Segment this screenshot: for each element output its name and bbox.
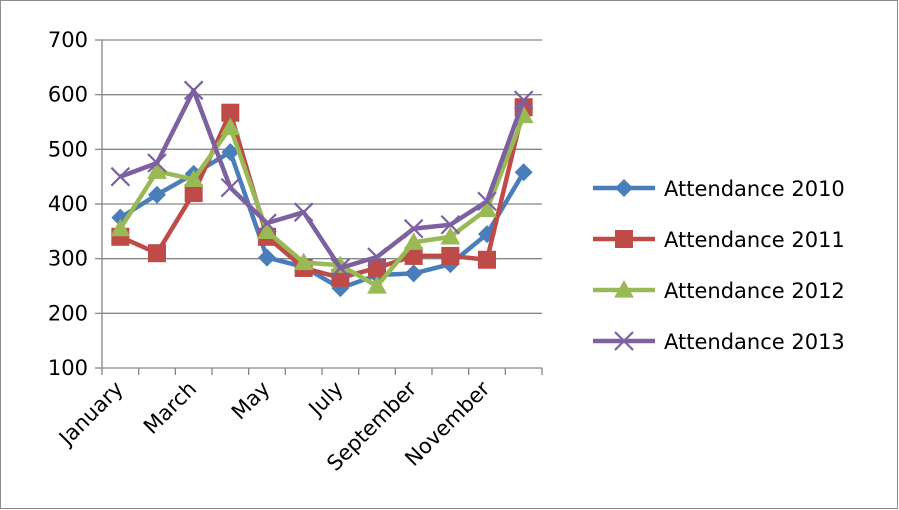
marker-x <box>293 202 314 222</box>
marker-x <box>403 218 424 239</box>
data-point <box>477 199 497 218</box>
y-tick-label: 300 <box>48 247 88 271</box>
marker-x <box>477 191 497 212</box>
marker-square <box>368 258 386 277</box>
legend-item: Attendance 2013 <box>593 330 845 354</box>
marker-x <box>147 153 167 173</box>
data-point <box>257 213 277 233</box>
data-point <box>147 153 167 173</box>
marker-triangle <box>293 252 314 271</box>
legend-label: Attendance 2013 <box>664 330 845 354</box>
marker-diamond <box>615 179 633 197</box>
marker-triangle <box>477 199 497 218</box>
data-point <box>477 191 497 212</box>
y-tick-label: 600 <box>48 83 88 107</box>
marker-diamond <box>404 264 423 283</box>
data-point <box>403 218 424 239</box>
legend-label: Attendance 2012 <box>664 279 845 303</box>
data-point <box>147 161 167 179</box>
legend-item: Attendance 2010 <box>593 177 845 201</box>
data-point <box>221 103 240 122</box>
series-4 <box>110 80 534 278</box>
data-point <box>514 163 533 182</box>
data-point <box>257 221 277 239</box>
marker-square <box>615 230 633 248</box>
marker-diamond <box>258 248 276 267</box>
data-point <box>330 258 351 278</box>
data-point <box>110 218 131 237</box>
marker-x <box>257 213 277 233</box>
marker-x <box>440 214 461 235</box>
data-point <box>440 226 461 245</box>
data-point <box>513 90 534 110</box>
marker-square <box>441 246 460 265</box>
y-tick-label: 500 <box>48 137 88 161</box>
data-point <box>367 276 387 294</box>
data-point <box>258 248 276 267</box>
marker-square <box>184 184 203 203</box>
marker-triangle <box>367 276 387 294</box>
y-tick-label: 200 <box>48 301 88 325</box>
marker-square <box>404 246 423 265</box>
data-point <box>368 258 386 277</box>
marker-x <box>513 90 534 110</box>
series-group <box>110 80 534 298</box>
marker-triangle <box>403 232 424 250</box>
marker-x <box>330 258 351 278</box>
y-tick-label: 400 <box>48 192 88 216</box>
y-tick-label: 700 <box>48 28 88 52</box>
marker-triangle <box>614 280 634 298</box>
marker-square <box>148 244 166 263</box>
marker-triangle <box>110 218 131 237</box>
marker-triangle <box>440 226 461 245</box>
y-axis-ticks: 100 200 300 400 500 600 700 <box>48 28 102 380</box>
legend-label: Attendance 2010 <box>664 177 845 201</box>
data-point <box>221 143 240 162</box>
marker-x <box>614 331 634 351</box>
marker-square <box>478 250 496 269</box>
series-line <box>119 88 526 271</box>
y-tick-label: 100 <box>48 356 88 380</box>
marker-x <box>220 177 241 198</box>
data-point <box>404 264 423 283</box>
marker-x <box>183 80 204 101</box>
data-point <box>110 166 131 187</box>
data-point <box>220 117 241 136</box>
data-point <box>293 202 314 222</box>
legend: Attendance 2010 Attendance 2011 Attendance… <box>593 177 845 354</box>
data-point <box>440 214 461 235</box>
data-point <box>293 252 314 271</box>
marker-square <box>221 103 240 122</box>
marker-diamond <box>221 143 240 162</box>
marker-diamond <box>514 163 533 182</box>
data-point <box>478 250 496 269</box>
data-point <box>403 232 424 250</box>
marker-triangle <box>220 117 241 136</box>
data-point <box>183 80 204 101</box>
data-point <box>148 244 166 263</box>
data-point <box>183 169 204 188</box>
data-point <box>404 246 423 265</box>
marker-diamond <box>148 185 166 204</box>
marker-x <box>367 247 387 267</box>
data-point <box>220 177 241 198</box>
legend-item: Attendance 2011 <box>593 228 845 252</box>
data-point <box>367 247 387 267</box>
data-point <box>441 246 460 265</box>
marker-x <box>110 166 131 187</box>
data-point <box>184 184 203 203</box>
legend-item: Attendance 2012 <box>593 279 845 303</box>
marker-triangle <box>183 169 204 188</box>
marker-triangle <box>147 161 167 179</box>
legend-label: Attendance 2011 <box>664 228 845 252</box>
marker-triangle <box>257 221 277 239</box>
data-point <box>148 185 166 204</box>
